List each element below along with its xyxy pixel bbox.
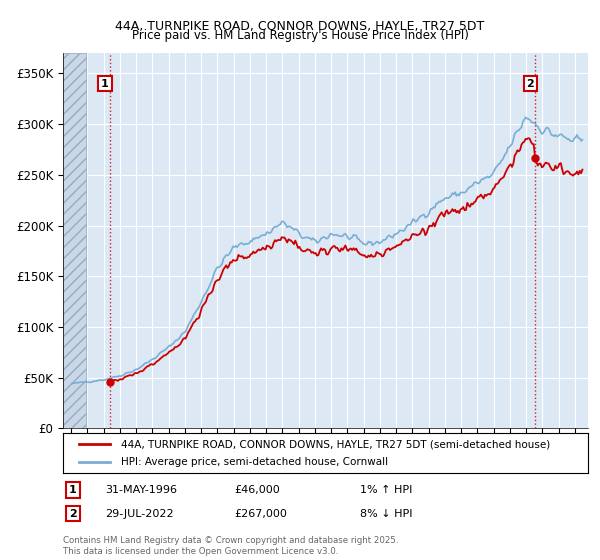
Text: 1% ↑ HPI: 1% ↑ HPI xyxy=(360,485,412,495)
Bar xyxy=(63,53,86,428)
Text: 44A, TURNPIKE ROAD, CONNOR DOWNS, HAYLE, TR27 5DT: 44A, TURNPIKE ROAD, CONNOR DOWNS, HAYLE,… xyxy=(115,20,485,32)
Text: 29-JUL-2022: 29-JUL-2022 xyxy=(105,508,173,519)
Text: £267,000: £267,000 xyxy=(234,508,287,519)
Text: 44A, TURNPIKE ROAD, CONNOR DOWNS, HAYLE, TR27 5DT (semi-detached house): 44A, TURNPIKE ROAD, CONNOR DOWNS, HAYLE,… xyxy=(121,439,550,449)
Text: 1: 1 xyxy=(101,78,109,88)
Text: 8% ↓ HPI: 8% ↓ HPI xyxy=(360,508,413,519)
Text: 31-MAY-1996: 31-MAY-1996 xyxy=(105,485,177,495)
Text: Contains HM Land Registry data © Crown copyright and database right 2025.
This d: Contains HM Land Registry data © Crown c… xyxy=(63,536,398,556)
Text: 2: 2 xyxy=(526,78,534,88)
Text: 2: 2 xyxy=(69,508,77,519)
Text: £46,000: £46,000 xyxy=(234,485,280,495)
Text: HPI: Average price, semi-detached house, Cornwall: HPI: Average price, semi-detached house,… xyxy=(121,457,388,467)
Bar xyxy=(63,53,86,428)
Text: Price paid vs. HM Land Registry's House Price Index (HPI): Price paid vs. HM Land Registry's House … xyxy=(131,29,469,42)
Text: 1: 1 xyxy=(69,485,77,495)
